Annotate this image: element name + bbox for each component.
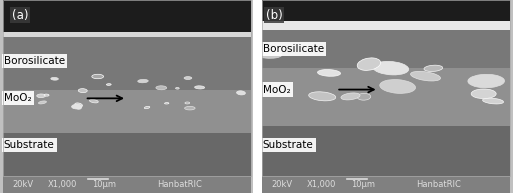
- Bar: [262, 30, 510, 69]
- Ellipse shape: [380, 80, 416, 93]
- Ellipse shape: [72, 104, 82, 109]
- Bar: [262, 0, 510, 176]
- Text: Substrate: Substrate: [263, 140, 313, 150]
- Ellipse shape: [309, 92, 336, 101]
- Text: 20kV: 20kV: [271, 180, 293, 189]
- Ellipse shape: [92, 74, 104, 79]
- Ellipse shape: [341, 93, 360, 100]
- Text: (a): (a): [12, 9, 28, 22]
- Text: HanbatRIC: HanbatRIC: [416, 180, 461, 189]
- Bar: [262, 176, 510, 193]
- Ellipse shape: [468, 74, 504, 88]
- Bar: [3, 0, 251, 176]
- Ellipse shape: [175, 87, 179, 89]
- Ellipse shape: [38, 101, 46, 104]
- Ellipse shape: [184, 77, 192, 80]
- Text: X1,000: X1,000: [306, 180, 336, 189]
- Text: Borosilicate: Borosilicate: [4, 56, 65, 66]
- Text: 20kV: 20kV: [12, 180, 34, 189]
- Text: MoO₂: MoO₂: [263, 85, 290, 95]
- Ellipse shape: [194, 86, 205, 89]
- Ellipse shape: [75, 103, 83, 107]
- Text: 10μm: 10μm: [92, 180, 116, 189]
- Bar: [262, 0, 510, 176]
- Ellipse shape: [51, 77, 58, 80]
- Ellipse shape: [357, 93, 371, 100]
- Bar: [3, 32, 251, 37]
- Text: 10μm: 10μm: [351, 180, 375, 189]
- Ellipse shape: [89, 100, 98, 103]
- Ellipse shape: [269, 47, 286, 53]
- Ellipse shape: [254, 51, 282, 58]
- Ellipse shape: [144, 106, 150, 109]
- Bar: [262, 126, 510, 176]
- Bar: [253, 0, 262, 193]
- Ellipse shape: [106, 84, 111, 85]
- Bar: [262, 69, 510, 126]
- Ellipse shape: [410, 71, 441, 81]
- Bar: [3, 37, 251, 90]
- Ellipse shape: [44, 94, 49, 96]
- Ellipse shape: [13, 92, 21, 95]
- Ellipse shape: [236, 91, 245, 95]
- Text: HanbatRIC: HanbatRIC: [157, 180, 202, 189]
- Ellipse shape: [165, 103, 169, 104]
- Bar: [262, 21, 510, 30]
- Ellipse shape: [78, 89, 87, 93]
- Ellipse shape: [372, 61, 409, 75]
- Ellipse shape: [138, 79, 148, 83]
- Ellipse shape: [37, 94, 46, 98]
- Bar: [3, 134, 251, 176]
- Ellipse shape: [156, 86, 167, 90]
- Ellipse shape: [357, 58, 381, 70]
- Ellipse shape: [471, 89, 496, 99]
- Ellipse shape: [483, 98, 504, 104]
- Ellipse shape: [185, 106, 195, 110]
- Text: (b): (b): [266, 9, 283, 22]
- Ellipse shape: [318, 69, 341, 76]
- Bar: [262, 0, 510, 21]
- Text: X1,000: X1,000: [47, 180, 77, 189]
- Text: Borosilicate: Borosilicate: [263, 44, 324, 54]
- Ellipse shape: [185, 102, 190, 104]
- Ellipse shape: [424, 65, 443, 71]
- Text: Substrate: Substrate: [4, 140, 54, 150]
- Bar: [3, 90, 251, 134]
- Bar: [3, 176, 251, 193]
- Bar: [3, 0, 251, 176]
- Text: MoO₂: MoO₂: [4, 93, 31, 103]
- Ellipse shape: [76, 107, 81, 109]
- Bar: [3, 0, 251, 32]
